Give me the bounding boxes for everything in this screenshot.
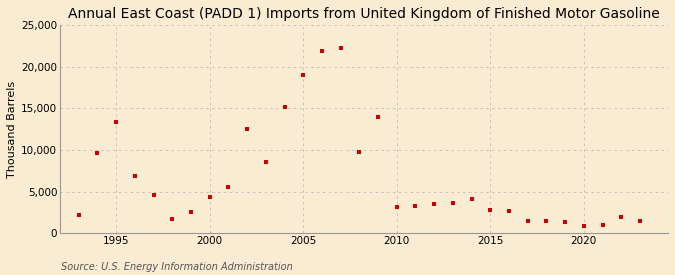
Point: [74, 213, 84, 217]
Point: [410, 204, 421, 208]
Point: [130, 174, 140, 178]
Point: [522, 219, 533, 223]
Point: [148, 193, 159, 197]
Point: [392, 204, 402, 209]
Point: [616, 214, 626, 219]
Point: [261, 160, 271, 165]
Point: [186, 209, 196, 214]
Point: [167, 217, 178, 221]
Point: [354, 150, 364, 155]
Point: [298, 73, 308, 77]
Title: Annual East Coast (PADD 1) Imports from United Kingdom of Finished Motor Gasolin: Annual East Coast (PADD 1) Imports from …: [68, 7, 660, 21]
Point: [634, 219, 645, 223]
Point: [541, 219, 552, 223]
Point: [279, 104, 290, 109]
Point: [92, 151, 103, 155]
Point: [597, 223, 608, 227]
Point: [448, 201, 458, 205]
Point: [111, 120, 122, 125]
Point: [335, 46, 346, 50]
Point: [242, 127, 252, 131]
Text: Source: U.S. Energy Information Administration: Source: U.S. Energy Information Administ…: [61, 262, 292, 272]
Point: [485, 208, 495, 212]
Point: [223, 185, 234, 190]
Point: [560, 219, 570, 224]
Point: [373, 114, 383, 119]
Point: [429, 202, 439, 206]
Point: [578, 224, 589, 228]
Point: [205, 195, 215, 200]
Y-axis label: Thousand Barrels: Thousand Barrels: [7, 81, 17, 178]
Point: [504, 208, 514, 213]
Point: [317, 48, 327, 53]
Point: [466, 197, 477, 201]
